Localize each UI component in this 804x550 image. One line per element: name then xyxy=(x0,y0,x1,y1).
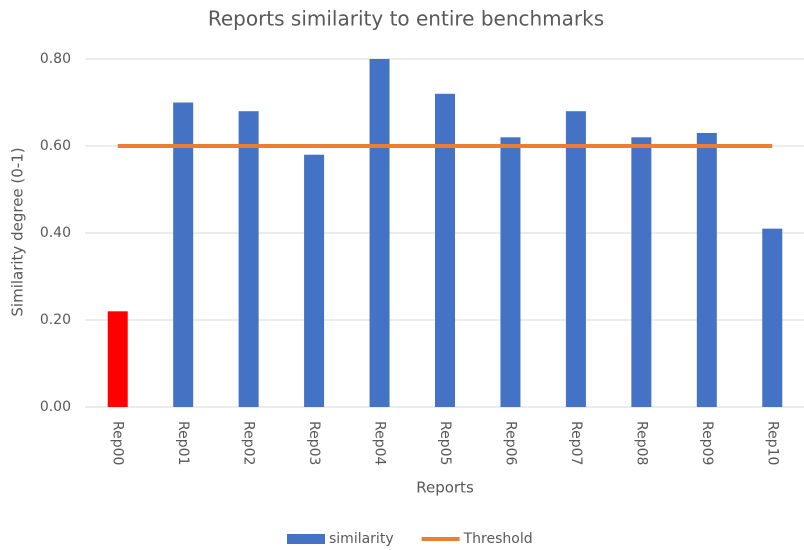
y-axis-title: Similarity degree (0-1) xyxy=(9,147,27,316)
y-tick-label: 0.40 xyxy=(40,225,71,241)
x-tick-label: Rep02 xyxy=(241,421,257,465)
bar xyxy=(762,228,783,407)
x-tick-label: Rep03 xyxy=(306,421,322,465)
x-tick-label: Rep07 xyxy=(568,421,584,465)
bar xyxy=(369,59,390,407)
x-tick-label: Rep08 xyxy=(633,421,649,465)
y-tick-label: 0.80 xyxy=(40,51,71,67)
y-tick-label: 0.00 xyxy=(40,399,71,415)
x-tick-label: Rep01 xyxy=(175,421,191,465)
legend-label: similarity xyxy=(329,531,394,547)
x-tick-label: Rep10 xyxy=(764,421,780,465)
x-tick-label: Rep05 xyxy=(437,421,453,465)
bar xyxy=(238,111,259,407)
x-tick-label: Rep04 xyxy=(372,421,388,466)
x-tick-label: Rep06 xyxy=(502,421,518,466)
bar xyxy=(500,137,521,408)
x-tick-label: Rep00 xyxy=(110,421,126,465)
bar xyxy=(696,132,717,407)
bar xyxy=(435,93,455,408)
y-tick-label: 0.60 xyxy=(40,138,71,154)
x-tick-label: Rep09 xyxy=(699,421,715,465)
bar xyxy=(107,311,128,407)
bar xyxy=(173,102,194,407)
legend-label: Threshold xyxy=(463,531,533,547)
bar xyxy=(304,154,325,407)
legend-swatch xyxy=(287,534,325,544)
y-tick-label: 0.20 xyxy=(40,312,71,328)
bar xyxy=(565,111,586,407)
bar xyxy=(631,137,652,408)
x-axis-title: Reports xyxy=(416,479,474,497)
chart-title: Reports similarity to entire benchmarks xyxy=(208,7,604,31)
